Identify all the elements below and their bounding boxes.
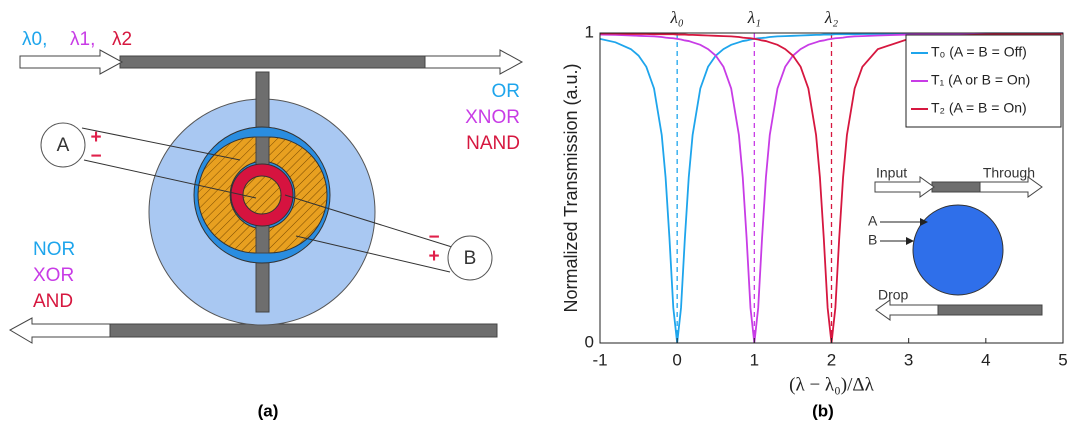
wavelength: λ1,: [70, 29, 95, 50]
annotation: λ₂: [824, 8, 838, 27]
polarity: +: [90, 127, 101, 148]
caption: (b): [812, 401, 834, 420]
inset-label: Input: [876, 165, 907, 181]
label-b: B: [464, 248, 477, 269]
x-tick-label: -1: [592, 350, 607, 369]
inset-label: B: [868, 232, 877, 248]
inset-label: A: [868, 213, 878, 229]
gate-label: AND: [33, 291, 73, 312]
caption: (a): [258, 401, 279, 420]
polarity: +: [428, 246, 439, 267]
gate-label: XNOR: [465, 107, 520, 128]
drop-arrow: [10, 318, 110, 343]
y-axis-label: Normalized Transmission (a.u.): [561, 63, 581, 312]
x-tick-label: 0: [672, 350, 681, 369]
panel-a: A B + − − + λ0, λ1, λ2 OR XNOR NAND NOR …: [10, 29, 522, 420]
y-tick-label: 1: [585, 22, 594, 41]
arrowhead: [906, 237, 914, 245]
legend-label: T₀ (A = B = Off): [931, 44, 1027, 60]
wavelength: λ2: [112, 29, 132, 50]
figure: A B + − − + λ0, λ1, λ2 OR XNOR NAND NOR …: [0, 0, 1071, 435]
inset-label: Through: [983, 165, 1035, 181]
waveguide: [938, 305, 1042, 315]
drop-arrow: [876, 300, 938, 320]
through-arrow: [425, 50, 522, 74]
x-axis-label: (λ − λ₀)/Δλ: [789, 374, 874, 395]
gate-label: NAND: [466, 133, 520, 154]
polarity: −: [428, 227, 439, 248]
y-tick-label: 0: [585, 332, 594, 351]
ring: [913, 205, 1003, 295]
input-arrow: [20, 50, 122, 74]
waveguide: [120, 56, 425, 68]
legend-label: T₁ (A or B = On): [931, 72, 1030, 88]
x-tick-label: 5: [1058, 350, 1067, 369]
gate-label: XOR: [33, 265, 74, 286]
inset-label: Drop: [878, 287, 909, 303]
legend-label: T₂ (A = B = On): [931, 100, 1027, 116]
waveguide: [110, 324, 497, 337]
label-a: A: [57, 135, 70, 156]
waveguide: [932, 182, 980, 192]
x-tick-label: 3: [904, 350, 913, 369]
x-tick-label: 1: [750, 350, 759, 369]
inset: Input Through A B Drop: [868, 165, 1042, 320]
x-tick-label: 4: [981, 350, 990, 369]
gate-label: OR: [492, 81, 521, 102]
annotation: λ₁: [747, 8, 761, 27]
polarity: −: [90, 146, 101, 167]
x-tick-label: 2: [827, 350, 836, 369]
gate-label: NOR: [33, 239, 75, 260]
core-electrode: [243, 176, 281, 214]
wavelength: λ0,: [22, 29, 47, 50]
annotation: λ₀: [670, 8, 684, 27]
